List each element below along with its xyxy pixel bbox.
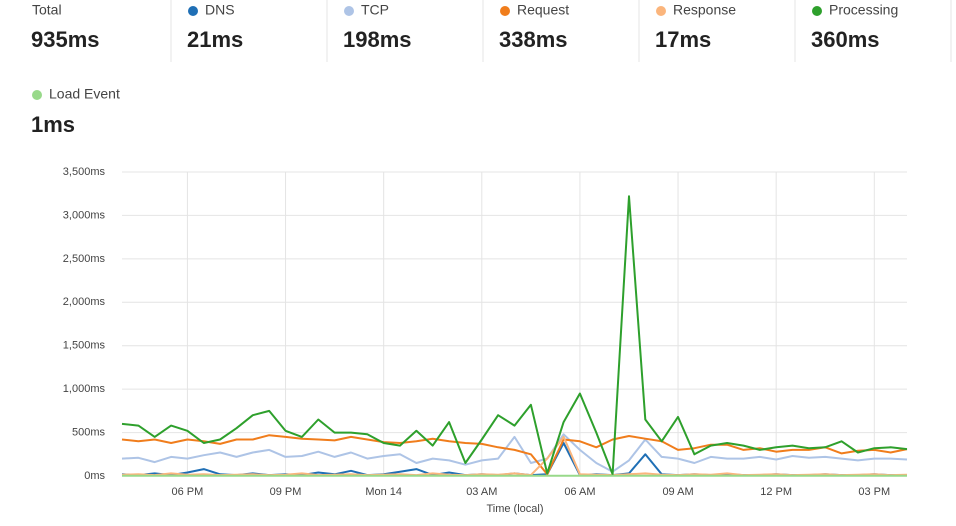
legend-dot xyxy=(32,90,42,100)
tile-label: Response xyxy=(673,2,736,18)
x-tick-label: 12 PM xyxy=(760,486,792,498)
series-line xyxy=(121,442,907,477)
x-tick-label: 03 AM xyxy=(466,486,497,498)
legend-dot xyxy=(656,6,666,16)
y-tick-label: 1,500ms xyxy=(63,340,106,352)
y-tick-label: 2,500ms xyxy=(63,253,106,265)
y-tick-label: 2,000ms xyxy=(63,296,106,308)
x-tick-label: 09 PM xyxy=(270,486,302,498)
y-tick-label: 1,000ms xyxy=(63,383,106,395)
y-tick-label: 500ms xyxy=(72,426,106,438)
tile-label: Load Event xyxy=(49,86,120,102)
y-tick-label: 0ms xyxy=(84,470,105,482)
x-tick-label: 03 PM xyxy=(858,486,890,498)
legend-dot xyxy=(344,6,354,16)
tile-value: 1ms xyxy=(31,112,75,137)
tile-label: TCP xyxy=(361,2,389,18)
series-line xyxy=(121,434,908,476)
y-tick-label: 3,000ms xyxy=(63,209,106,221)
tile-value: 360ms xyxy=(811,27,880,52)
tile-value: 935ms xyxy=(31,27,100,52)
tile-label: Request xyxy=(517,2,569,18)
series-line xyxy=(121,435,908,477)
tile-label: Total xyxy=(32,2,62,18)
tile-value: 198ms xyxy=(343,27,412,52)
x-tick-label: 06 AM xyxy=(564,486,595,498)
y-tick-label: 3,500ms xyxy=(63,166,106,178)
tile-value: 17ms xyxy=(655,27,711,52)
tile-value: 21ms xyxy=(187,27,243,52)
series-line xyxy=(121,433,908,473)
tile-value: 338ms xyxy=(499,27,568,52)
x-tick-label: 09 AM xyxy=(662,486,693,498)
x-axis-label: Time (local) xyxy=(486,503,543,515)
legend-dot xyxy=(188,6,198,16)
legend-dot xyxy=(500,6,510,16)
tile-label: Processing xyxy=(829,2,898,18)
tile-label: DNS xyxy=(205,2,235,18)
series-line xyxy=(121,195,908,476)
x-tick-label: 06 PM xyxy=(172,486,204,498)
legend-dot xyxy=(812,6,822,16)
x-tick-label: Mon 14 xyxy=(365,486,402,498)
